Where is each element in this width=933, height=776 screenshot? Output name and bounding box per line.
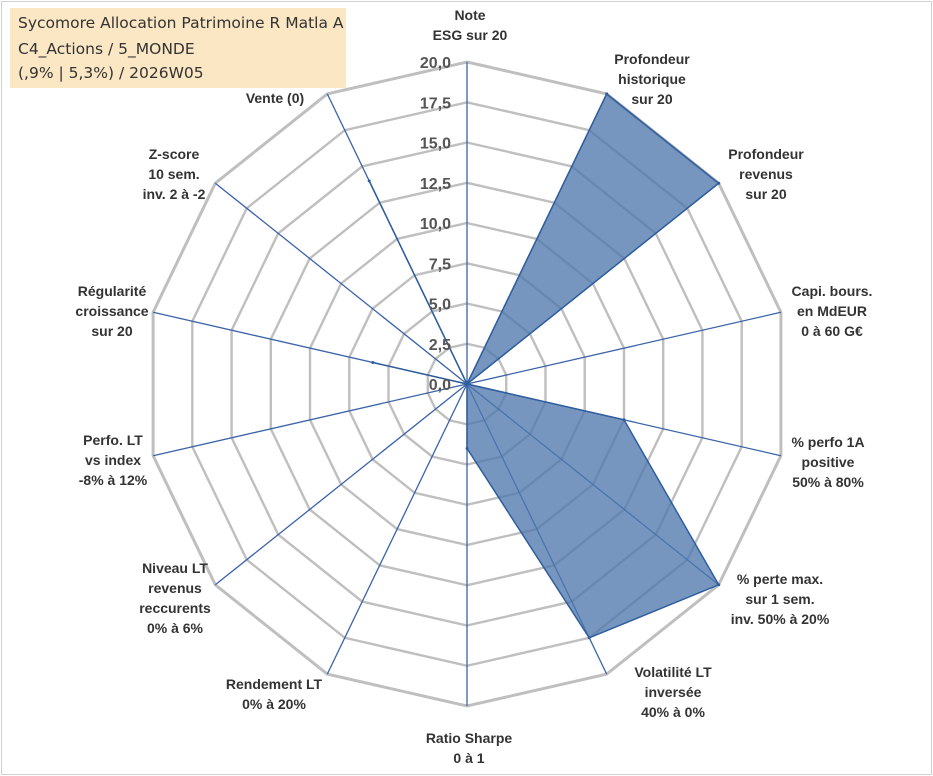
radar-series (367, 92, 721, 640)
axis-label-11-line-2: sur 20 (91, 323, 132, 339)
axis-spoke-8 (326, 383, 468, 675)
axis-label-1-line-2: sur 20 (631, 91, 672, 107)
axis-label-5-line-1: sur 1 sem. (745, 591, 814, 607)
axis-label-6-line-2: 40% à 0% (641, 704, 705, 720)
axis-label-12-line-2: inv. 2 à -2 (143, 186, 206, 202)
series-point-1 (605, 92, 609, 96)
axis-label-6: Volatilité LT inversée 40% à 0% (634, 664, 712, 720)
axis-label-9-line-3: 0% à 6% (147, 620, 204, 636)
axis-label-11: Régularité croissance sur 20 (75, 283, 148, 339)
series-point-7 (465, 446, 469, 450)
fund-stats-week: (,9% | 5,3%) / 2026W05 (18, 64, 204, 82)
axis-label-11-line-1: croissance (75, 303, 148, 319)
axis-label-1-line-1: historique (618, 71, 686, 87)
axis-label-9-line-2: reccurents (139, 600, 211, 616)
axis-label-3-line-1: en MdEUR (797, 303, 867, 319)
radar-axis-labels: Note ESG sur 20 Profondeur historique sur 20… (75, 7, 872, 766)
axis-label-11-line-0: Régularité (78, 283, 147, 299)
axis-label-9: Niveau LT revenus reccurents 0% à 6% (139, 560, 211, 636)
axis-label-3: Capi. bours. en MdEUR 0 à 60 G€ (792, 283, 873, 339)
axis-label-3-line-0: Capi. bours. (792, 283, 873, 299)
axis-label-3-line-2: 0 à 60 G€ (801, 323, 863, 339)
axis-label-8-line-1: 0% à 20% (242, 696, 306, 712)
axis-label-6-line-0: Volatilité LT (634, 664, 712, 680)
axis-label-8-line-0: Rendement LT (226, 676, 323, 692)
axis-label-0-line-1: ESG sur 20 (433, 27, 508, 43)
axis-label-5-line-2: inv. 50% à 20% (731, 611, 830, 627)
axis-label-2-line-0: Profondeur (728, 146, 804, 162)
tick-label-5: 12,5 (420, 176, 451, 193)
axis-label-0-line-0: Note (454, 7, 485, 23)
axis-label-2: Profondeur revenus sur 20 (728, 146, 804, 202)
fund-info-box: Sycomore Allocation Patrimoine R Matla A… (10, 8, 346, 88)
axis-label-4-line-0: % perfo 1A (791, 434, 864, 450)
axis-spoke-9 (214, 383, 468, 586)
series-point-11 (371, 361, 375, 364)
fund-category: C4_Actions / 5_MONDE (18, 40, 195, 58)
tick-label-6: 15,0 (420, 136, 451, 153)
axis-label-8: Rendement LT 0% à 20% (226, 676, 323, 712)
axis-label-10-line-0: Perfo. LT (83, 432, 143, 448)
axis-label-6-line-1: inversée (645, 684, 702, 700)
axis-label-12: Z-score 10 sem. inv. 2 à -2 (143, 146, 206, 202)
axis-label-2-line-1: revenus (739, 166, 793, 182)
axis-label-5: % perte max. sur 1 sem. inv. 50% à 20% (731, 571, 830, 627)
axis-label-1-line-0: Profondeur (614, 51, 690, 67)
axis-label-10-line-2: -8% à 12% (79, 472, 148, 488)
tick-label-4: 10,0 (420, 216, 451, 233)
series-point-5 (717, 583, 721, 587)
axis-label-0: Note ESG sur 20 (433, 7, 508, 43)
axis-label-10-line-1: vs index (85, 452, 141, 468)
axis-label-9-line-1: revenus (148, 580, 202, 596)
axis-label-10: Perfo. LT vs index -8% à 12% (79, 432, 148, 488)
radar-tick-labels: 0,0 2,5 5,0 7,5 10,0 12,5 15,0 17,5 20,0 (420, 55, 451, 394)
axis-spoke-3 (466, 311, 782, 385)
tick-label-2: 5,0 (429, 297, 451, 314)
axis-label-7: Ratio Sharpe 0 à 1 (426, 730, 513, 766)
axis-label-9-line-0: Niveau LT (142, 560, 208, 576)
tick-label-0: 0,0 (429, 377, 451, 394)
tick-label-7: 17,5 (420, 95, 451, 112)
tick-label-8: 20,0 (420, 55, 451, 72)
axis-label-7-line-0: Ratio Sharpe (426, 730, 513, 746)
axis-label-2-line-2: sur 20 (745, 186, 786, 202)
axis-label-12-line-1: 10 sem. (148, 166, 199, 182)
fund-name: Sycomore Allocation Patrimoine R Matla A (18, 14, 344, 32)
axis-label-1: Profondeur historique sur 20 (614, 51, 690, 107)
series-point-2 (717, 181, 721, 185)
axis-label-7-line-1: 0 à 1 (453, 750, 484, 766)
axis-label-13-line-2: Vente (0) (246, 90, 304, 106)
axis-label-12-line-0: Z-score (149, 146, 200, 162)
axis-label-4-line-2: 50% à 80% (792, 474, 864, 490)
axis-label-5-line-0: % perte max. (737, 571, 823, 587)
series-point-6 (587, 636, 591, 640)
series-point-13 (367, 179, 371, 183)
series-point-12 (465, 382, 469, 386)
axis-label-4: % perfo 1A positive 50% à 80% (791, 434, 864, 490)
axis-label-4-line-1: positive (802, 454, 855, 470)
tick-label-3: 7,5 (429, 256, 451, 273)
tick-label-1: 2,5 (429, 337, 451, 354)
axis-spoke-12 (214, 182, 468, 385)
series-point-4 (622, 418, 626, 422)
axis-spoke-10 (152, 383, 468, 457)
